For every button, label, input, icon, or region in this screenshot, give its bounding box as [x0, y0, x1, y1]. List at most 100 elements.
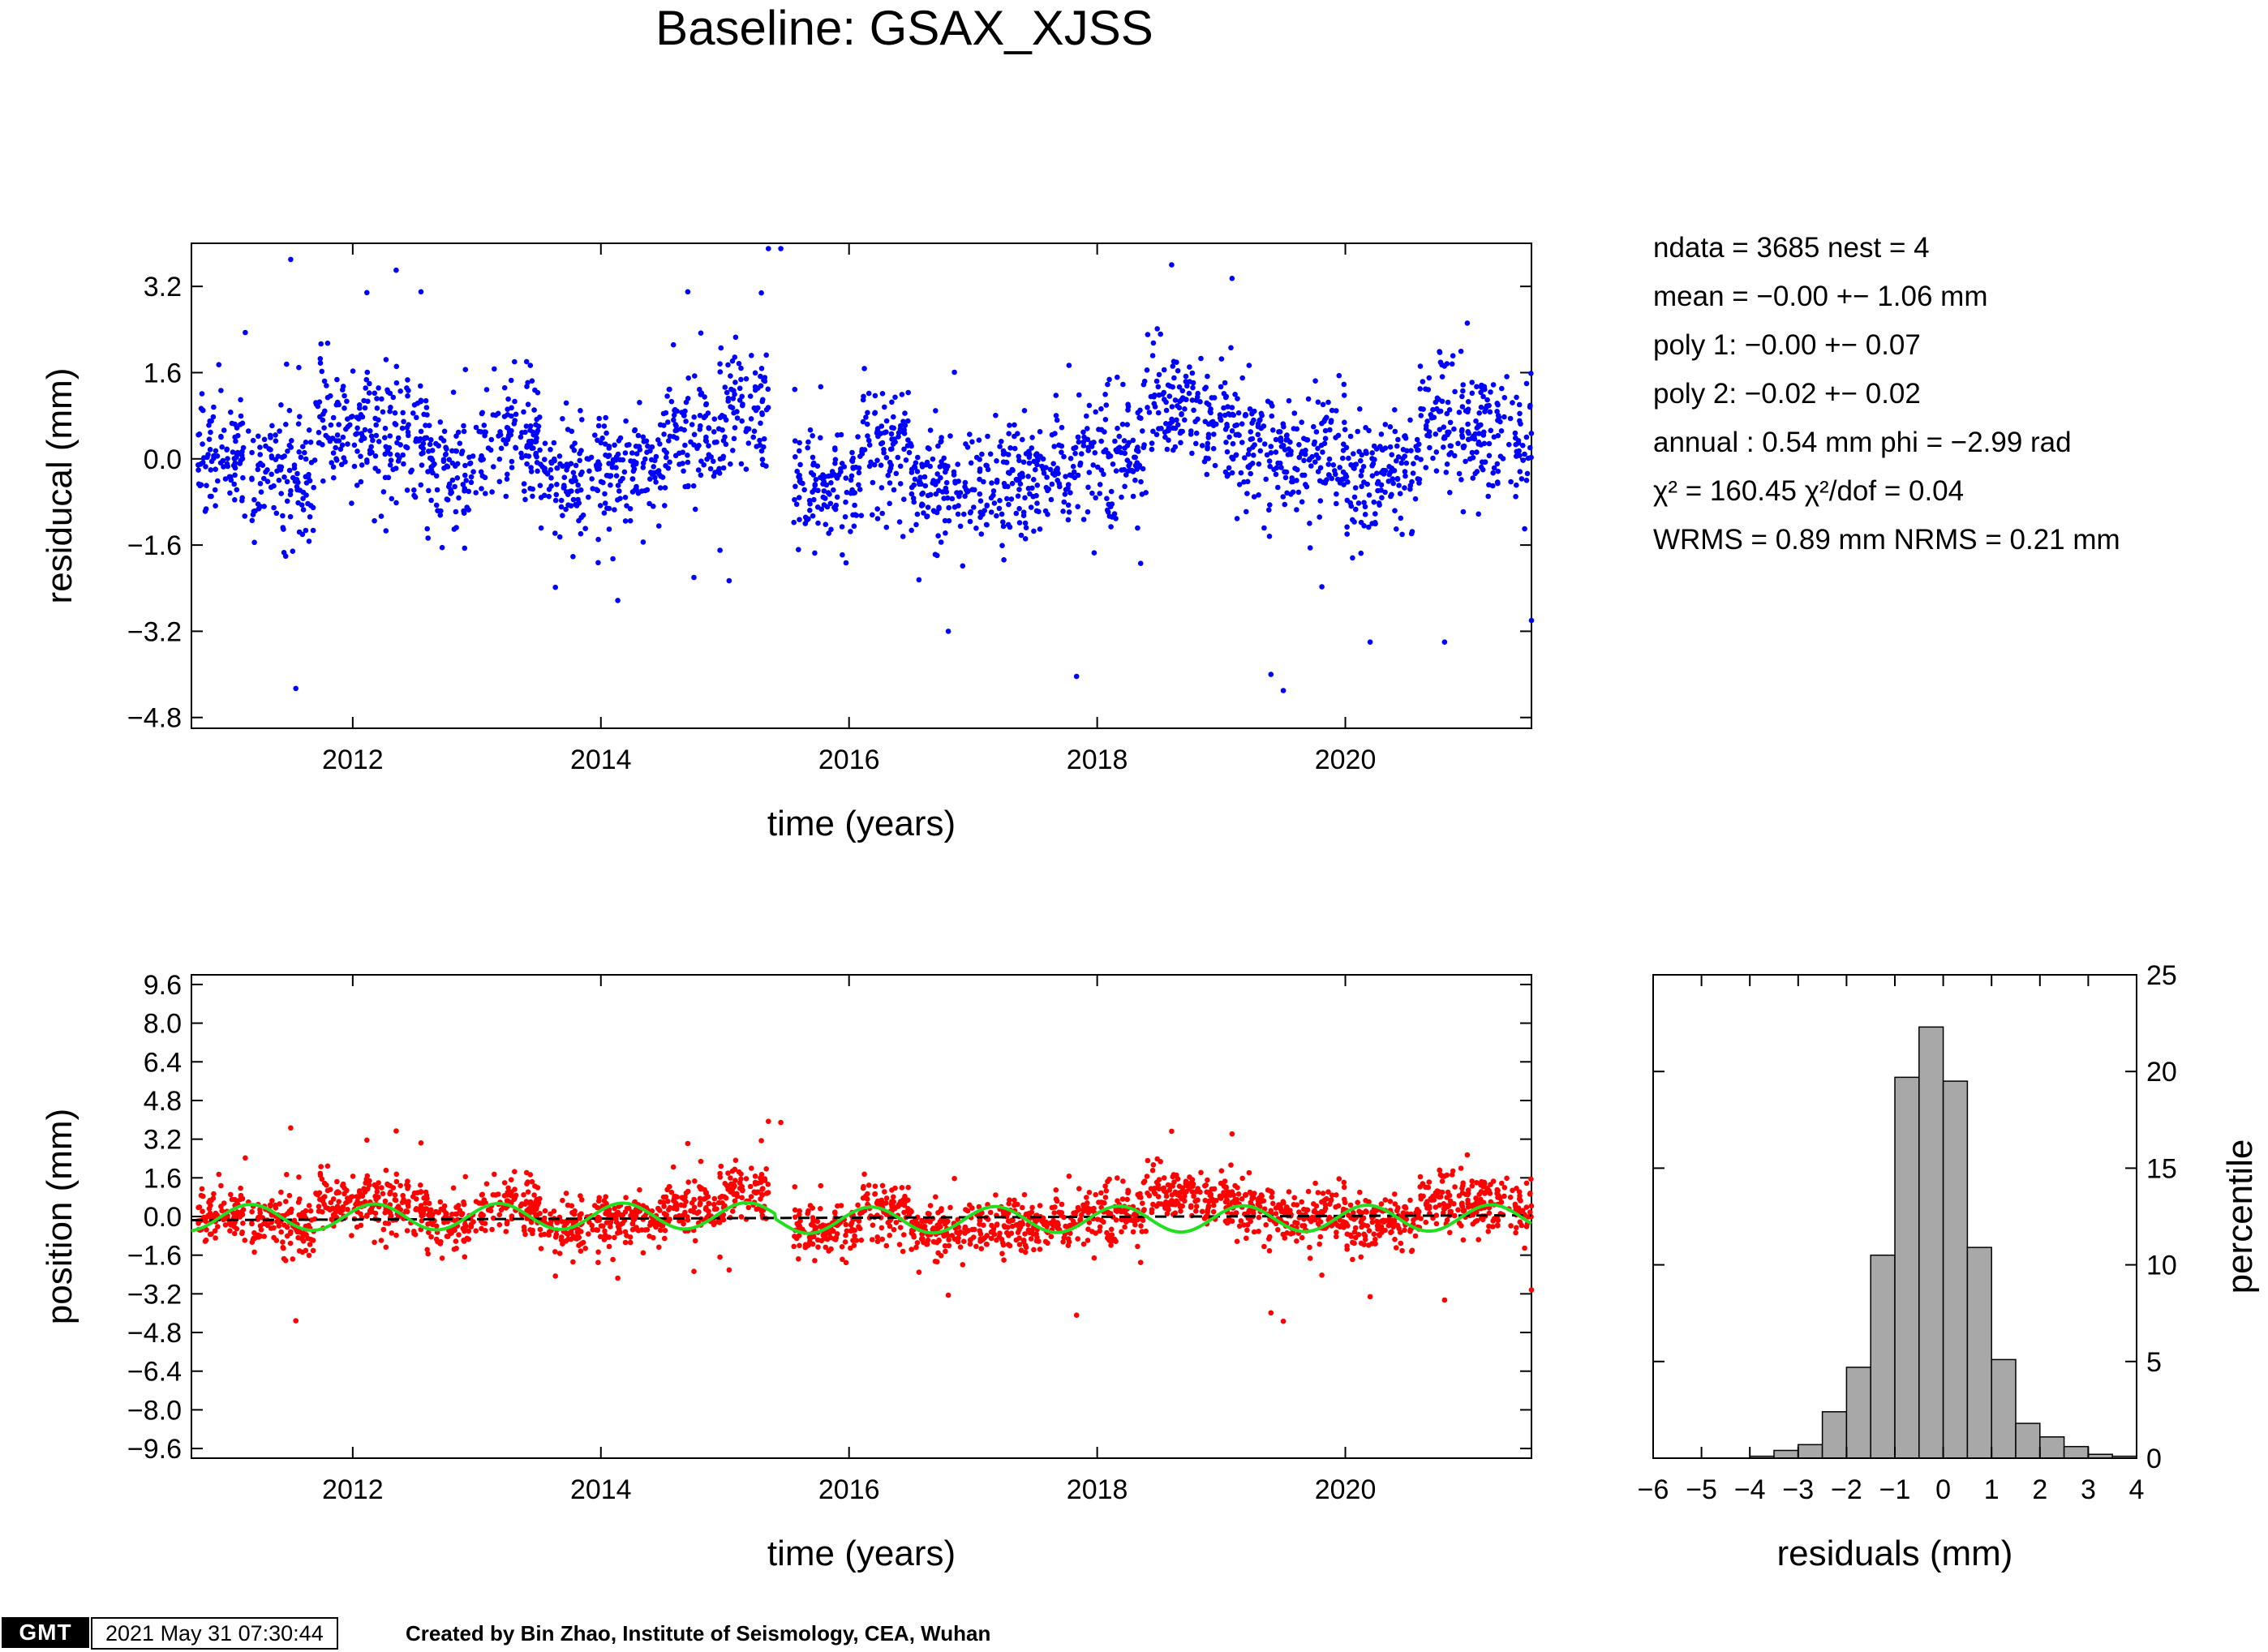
residual-point: [797, 461, 803, 468]
position-point: [243, 1155, 248, 1161]
position-point: [274, 1218, 280, 1225]
residual-point: [308, 460, 315, 466]
position-point: [637, 1186, 642, 1193]
position-point: [240, 1221, 246, 1226]
residual-point: [888, 431, 895, 437]
residual-point: [1085, 448, 1091, 453]
residual-point: [283, 422, 289, 427]
residual-point: [1515, 438, 1522, 444]
residual-point: [345, 441, 350, 447]
residual-point: [275, 453, 281, 459]
histogram-bar: [1845, 1367, 1871, 1459]
position-point: [425, 1251, 431, 1257]
residual-point: [1446, 407, 1453, 413]
position-point: [203, 1237, 209, 1243]
residual-point: [479, 457, 484, 463]
position-point: [1441, 1210, 1446, 1216]
residual-point: [1518, 476, 1525, 482]
residual-point: [1033, 492, 1039, 499]
position-point: [393, 1171, 400, 1178]
residual-point: [833, 502, 840, 508]
position-point: [595, 1259, 601, 1265]
position-point: [1141, 1207, 1147, 1212]
position-point: [1182, 1198, 1188, 1204]
residual-point: [1110, 461, 1116, 467]
residual-point: [1005, 521, 1012, 528]
residual-point: [637, 400, 642, 405]
residual-point: [523, 358, 530, 365]
residual-point: [613, 454, 620, 460]
residual-point: [1341, 381, 1347, 388]
residual-point: [322, 408, 328, 414]
residual-point: [1248, 429, 1254, 435]
position-point: [701, 1196, 707, 1202]
residual-point: [268, 447, 273, 453]
position-point: [527, 1172, 534, 1178]
residual-point: [1027, 491, 1033, 497]
position-point: [943, 1248, 948, 1255]
residual-point: [793, 501, 800, 508]
residual-point: [1244, 508, 1249, 515]
residual-point: [761, 436, 767, 442]
residual-point: [829, 469, 835, 474]
residual-point: [989, 480, 994, 486]
position-point: [232, 1230, 238, 1237]
residual-point: [363, 376, 370, 383]
residual-point: [677, 461, 682, 467]
residual-point: [1347, 433, 1354, 440]
residual-point: [1123, 472, 1129, 478]
position-point: [1175, 1176, 1181, 1182]
residual-point: [805, 444, 810, 451]
residual-point: [462, 472, 468, 478]
residual-point: [1145, 405, 1150, 410]
residual-point: [1121, 466, 1128, 473]
residual-point: [1299, 451, 1304, 457]
position-point: [1315, 1221, 1321, 1227]
residual-point: [1394, 475, 1401, 482]
position-point: [765, 1182, 771, 1187]
residual-point: [1086, 402, 1093, 409]
residual-point: [1488, 427, 1494, 434]
residual-point: [426, 423, 432, 428]
residual-point: [1053, 413, 1059, 418]
position-point: [569, 1210, 575, 1216]
position-point: [428, 1234, 434, 1240]
position-point: [1135, 1191, 1140, 1198]
residual-point: [1029, 445, 1035, 451]
residual-point: [574, 488, 581, 494]
position-point: [692, 1178, 698, 1184]
residual-point: [1514, 394, 1519, 401]
position-point: [878, 1225, 885, 1231]
residual-point: [883, 524, 890, 530]
position-point: [804, 1243, 810, 1249]
residual-point: [1113, 447, 1119, 453]
residual-point: [1416, 476, 1423, 483]
residual-point: [311, 484, 317, 491]
residual-point: [1424, 418, 1430, 424]
residual-point: [1340, 455, 1346, 461]
position-point: [1251, 1210, 1256, 1216]
residual-point: [844, 489, 850, 496]
residual-point: [856, 482, 861, 488]
position-point: [1458, 1223, 1464, 1229]
residual-point: [522, 488, 527, 494]
residual-point: [217, 460, 224, 466]
position-point: [716, 1220, 723, 1225]
position-point: [1247, 1189, 1253, 1195]
position-point: [732, 1198, 738, 1204]
residual-point: [1507, 415, 1514, 422]
position-point: [730, 1185, 737, 1191]
residual-point: [640, 539, 646, 545]
residual-point: [662, 503, 668, 508]
residual-point: [1315, 469, 1321, 474]
residual-point: [599, 436, 605, 441]
residual-point: [524, 444, 530, 450]
position-point: [833, 1234, 840, 1241]
position-point: [874, 1238, 881, 1245]
position-point: [728, 1175, 733, 1181]
residual-point: [1065, 485, 1071, 491]
residual-point: [1351, 451, 1356, 457]
residual-point: [1228, 345, 1234, 351]
residual-point: [1504, 374, 1510, 380]
position-point: [1352, 1225, 1359, 1231]
